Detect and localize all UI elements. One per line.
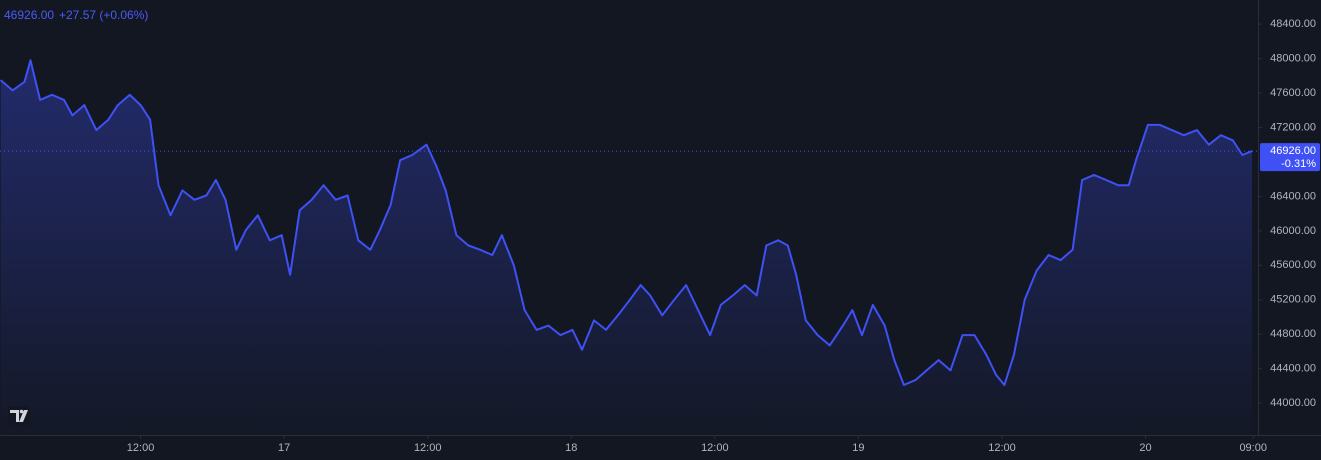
y-tick-label: 44400.00 [1270, 363, 1316, 375]
x-tick-label: 17 [278, 442, 290, 454]
price-tag-price: 46926.00 [1270, 145, 1316, 157]
y-tick-label: 46400.00 [1270, 190, 1316, 202]
y-tick-label: 45600.00 [1270, 259, 1316, 271]
y-tick-label: 46000.00 [1270, 225, 1316, 237]
header-price: 46926.00 [4, 8, 54, 22]
x-tick-label: 18 [565, 442, 577, 454]
y-tick-label: 45200.00 [1270, 294, 1316, 306]
x-tick-label: 12:00 [414, 442, 442, 454]
x-tick-label: 20 [1139, 442, 1151, 454]
price-tag [1260, 143, 1320, 172]
y-tick-label: 47600.00 [1270, 87, 1316, 99]
x-tick-label: 12:00 [701, 442, 729, 454]
y-tick-label: 44800.00 [1270, 328, 1316, 340]
price-tag-change: -0.31% [1281, 158, 1316, 170]
x-tick-label: 12:00 [988, 442, 1016, 454]
y-tick-label: 48000.00 [1270, 52, 1316, 64]
y-tick-label: 44000.00 [1270, 397, 1316, 409]
plot [0, 59, 1258, 436]
header-change: +27.57 (+0.06%) [59, 8, 148, 22]
line [0, 59, 1253, 386]
logo [8, 406, 30, 426]
x-tick-label: 09:00 [1239, 442, 1267, 454]
y-tick-label: 48400.00 [1270, 18, 1316, 30]
x-tick-label: 12:00 [127, 442, 155, 454]
area [0, 60, 1253, 436]
x-tick-label: 19 [852, 442, 864, 454]
y-tick-label: 47200.00 [1270, 121, 1316, 133]
